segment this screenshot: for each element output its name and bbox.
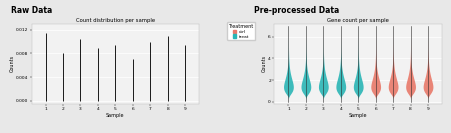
Title: Count distribution per sample: Count distribution per sample (76, 18, 155, 23)
Text: Raw Data: Raw Data (11, 6, 53, 15)
Y-axis label: Counts: Counts (9, 55, 14, 72)
X-axis label: Sample: Sample (349, 113, 368, 118)
Title: Gene count per sample: Gene count per sample (327, 18, 389, 23)
Text: Pre-processed Data: Pre-processed Data (254, 6, 340, 15)
Y-axis label: Counts: Counts (262, 55, 267, 72)
X-axis label: Sample: Sample (106, 113, 124, 118)
Legend: ctrl, treat: ctrl, treat (227, 22, 256, 40)
